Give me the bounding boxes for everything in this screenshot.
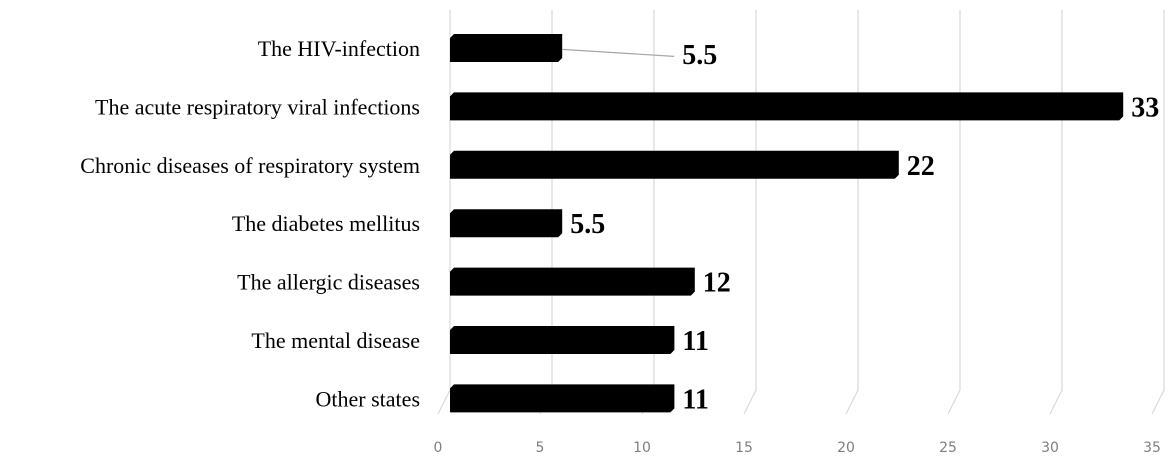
x-tick-label: 35: [1143, 440, 1161, 456]
bar: [450, 326, 675, 354]
data-label: 5.5: [682, 40, 717, 71]
gridline: [437, 10, 451, 415]
category-label: The mental disease: [251, 328, 420, 353]
data-label: 33: [1131, 92, 1159, 123]
category-label: The allergic diseases: [237, 270, 420, 295]
x-tick-label: 5: [536, 440, 545, 456]
gridline: [1049, 10, 1063, 415]
x-tick-label: 10: [633, 440, 651, 456]
category-label: The HIV-infection: [258, 36, 420, 61]
data-label: 12: [703, 268, 731, 299]
leader-line: [562, 48, 675, 57]
x-tick-label: 30: [1041, 440, 1059, 456]
bar: [450, 34, 563, 62]
data-label: 5.5: [570, 209, 605, 240]
bar: [450, 150, 899, 179]
bar: [450, 267, 695, 296]
bar: [450, 384, 675, 413]
category-label: Chronic diseases of respiratory system: [80, 153, 420, 178]
data-label: 11: [682, 384, 708, 415]
data-label: 11: [682, 326, 708, 357]
x-tick-label: 0: [434, 440, 443, 456]
bar: [450, 209, 563, 238]
data-labels: 5.5 33 22 5.5 12 11 11: [562, 40, 1159, 415]
bars: [450, 34, 1124, 413]
gridline: [845, 10, 859, 415]
category-label: The acute respiratory viral infections: [95, 94, 420, 119]
category-label: Other states: [316, 386, 420, 411]
bar: [450, 92, 1124, 121]
gridline: [743, 10, 757, 415]
x-tick-label: 20: [837, 440, 855, 456]
gridline: [1151, 10, 1165, 415]
category-labels: The HIV-infection The acute respiratory v…: [80, 36, 420, 411]
gridline: [947, 10, 961, 415]
category-label: The diabetes mellitus: [232, 211, 420, 236]
x-tick-label: 25: [939, 440, 957, 456]
x-tick-labels: 0 5 10 15 20 25 30 35: [434, 440, 1161, 456]
x-tick-label: 15: [735, 440, 753, 456]
data-label: 22: [907, 151, 935, 182]
